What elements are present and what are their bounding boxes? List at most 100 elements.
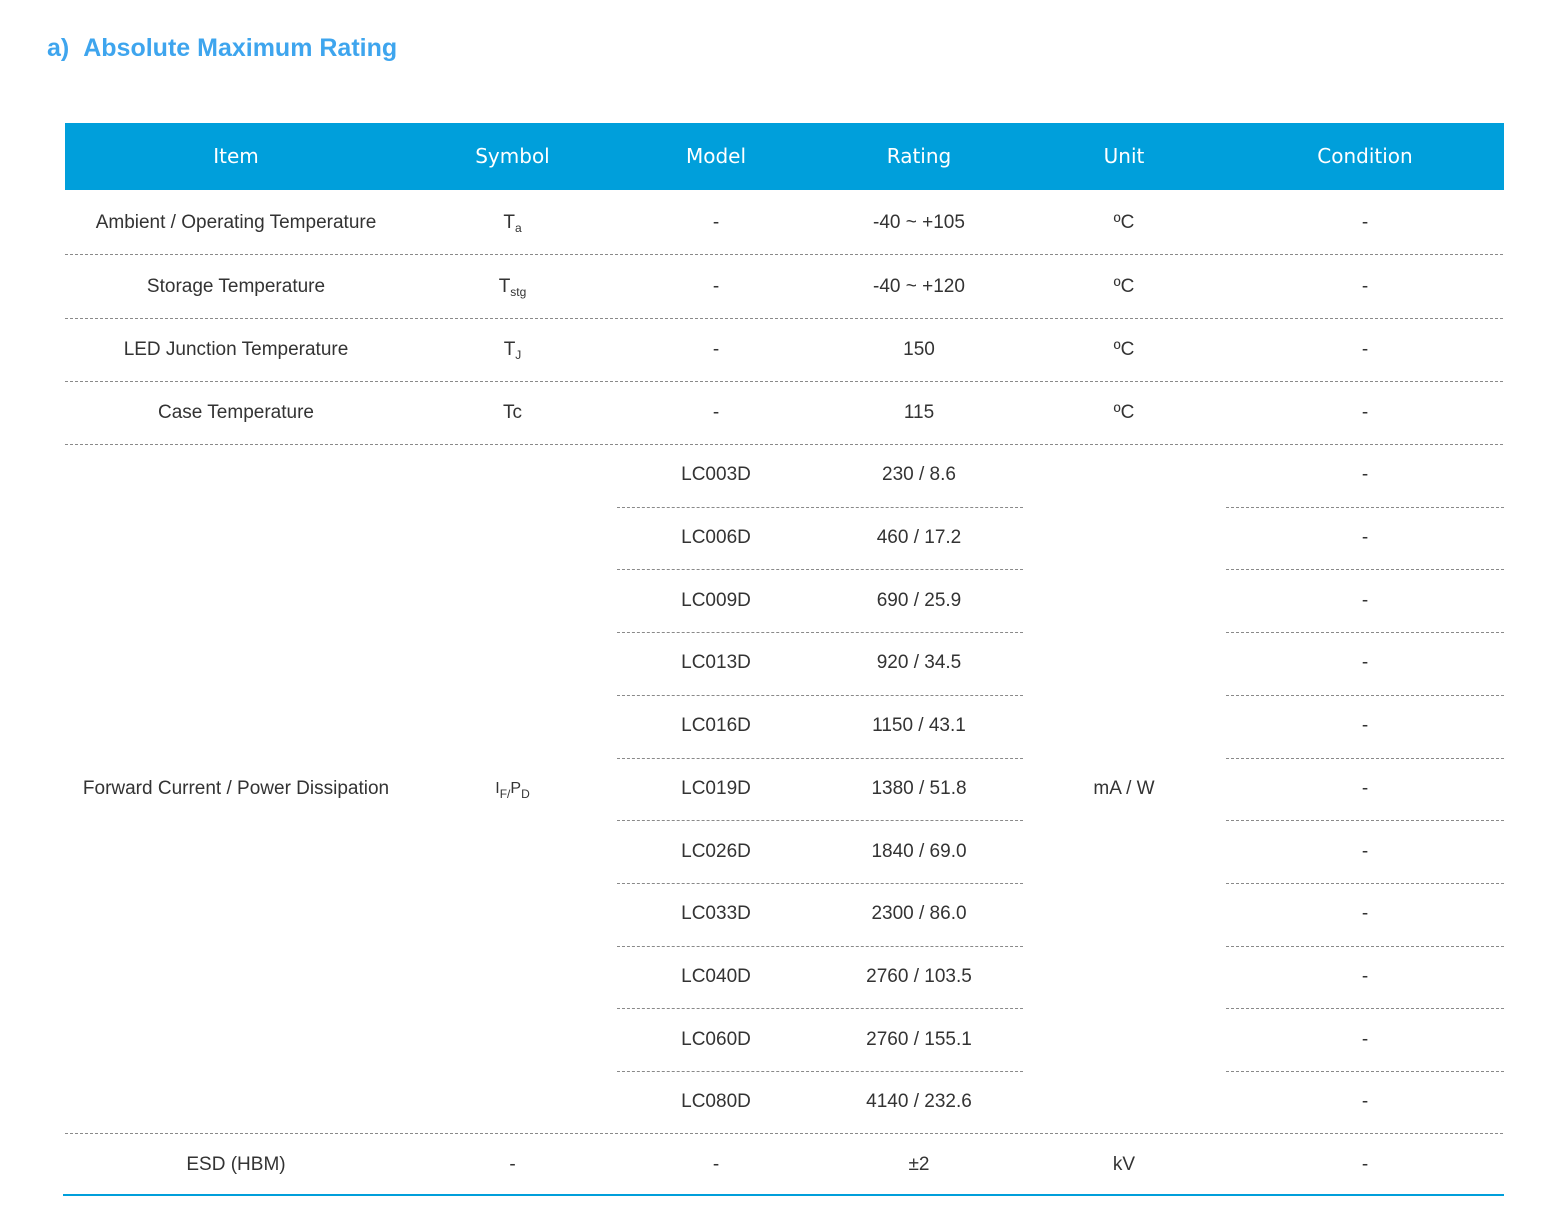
condition-cell: -: [1361, 589, 1369, 611]
rating-cell: 1380 / 51.8: [871, 777, 967, 799]
condition-cell: -: [1361, 401, 1369, 423]
row-divider: [65, 381, 1503, 382]
model-cell: LC040D: [681, 965, 751, 987]
sub-row-divider: [617, 1071, 1023, 1072]
model-cell: LC006D: [681, 527, 751, 549]
unit-cell: ºC: [1113, 338, 1135, 360]
condition-cell: -: [1361, 965, 1369, 987]
forward-unit-cell: mA / W: [1093, 777, 1155, 799]
forward-item-cell: Forward Current / Power Dissipation: [82, 777, 390, 799]
col-header-rating: Rating: [886, 144, 952, 168]
sub-row-divider: [1226, 632, 1504, 633]
condition-cell: -: [1361, 840, 1369, 862]
unit-cell: ºC: [1113, 401, 1135, 423]
condition-cell: -: [1361, 464, 1369, 486]
esd-condition-cell: -: [1361, 1153, 1369, 1175]
symbol-cell: Tc: [407, 381, 618, 444]
symbol-d-subscript: D: [521, 786, 530, 801]
model-cell: LC033D: [681, 903, 751, 925]
model-cell: LC026D: [681, 840, 751, 862]
sub-row-divider: [617, 883, 1023, 884]
condition-cell: -: [1361, 1091, 1369, 1113]
sub-row-divider: [617, 946, 1023, 947]
rating-cell: 4140 / 232.6: [866, 1091, 972, 1113]
rating-cell: 115: [903, 401, 935, 423]
rating-cell: -40 ~ +120: [873, 275, 965, 297]
sub-row-divider: [1226, 946, 1504, 947]
unit-cell: ºC: [1113, 275, 1135, 297]
col-header-item: Item: [213, 144, 259, 168]
condition-cell: -: [1361, 777, 1369, 799]
esd-model-cell: -: [712, 1153, 720, 1175]
symbol-subscript: stg: [510, 284, 527, 299]
model-cell: LC009D: [681, 589, 751, 611]
condition-cell: -: [1361, 527, 1369, 549]
sub-row-divider: [1226, 1008, 1504, 1009]
row-divider: [65, 254, 1503, 255]
rating-cell: 1150 / 43.1: [872, 715, 966, 737]
model-cell: LC003D: [681, 464, 751, 486]
model-cell: LC016D: [681, 715, 751, 737]
rating-cell: -40 ~ +105: [873, 211, 965, 233]
symbol-subscript: a: [514, 220, 522, 235]
item-cell: Ambient / Operating Temperature: [95, 211, 377, 233]
condition-cell: -: [1361, 211, 1369, 233]
unit-cell: ºC: [1113, 211, 1135, 233]
sub-row-divider: [1226, 695, 1504, 696]
esd-symbol-cell: -: [509, 1153, 516, 1175]
model-cell: -: [712, 401, 720, 423]
symbol-subscript: J: [515, 347, 522, 362]
symbol-i: I: [495, 779, 500, 797]
rating-cell: 1840 / 69.0: [871, 840, 967, 862]
sub-row-divider: [617, 507, 1023, 508]
sub-row-divider: [1226, 883, 1504, 884]
condition-cell: -: [1361, 903, 1369, 925]
rating-cell: 460 / 17.2: [876, 527, 962, 549]
model-cell: LC080D: [681, 1091, 751, 1113]
sub-row-divider: [617, 569, 1023, 570]
section-prefix: a): [47, 34, 70, 62]
row-divider: [65, 444, 1503, 445]
condition-cell: -: [1361, 1028, 1369, 1050]
rating-cell: 920 / 34.5: [876, 652, 962, 674]
model-cell: -: [712, 338, 720, 360]
col-header-symbol: Symbol: [475, 144, 550, 168]
rating-cell: 150: [903, 338, 935, 360]
symbol-f-subscript: F: [499, 786, 508, 801]
symbol-main: T: [498, 275, 511, 297]
col-header-model: Model: [685, 144, 747, 168]
symbol-p: P: [510, 779, 522, 797]
rating-cell: 690 / 25.9: [876, 589, 962, 611]
rating-cell: 2300 / 86.0: [871, 903, 967, 925]
table-bottom-rule: [63, 1194, 1504, 1196]
sub-row-divider: [1226, 507, 1504, 508]
table-header: Item Symbol Model Rating Unit Condition: [65, 123, 1504, 190]
sub-row-divider: [1226, 569, 1504, 570]
symbol-separator: /: [507, 786, 511, 801]
item-cell: LED Junction Temperature: [123, 338, 349, 360]
symbol-main: T: [503, 211, 515, 233]
sub-row-divider: [1226, 1071, 1504, 1072]
condition-cell: -: [1361, 715, 1369, 737]
sub-row-divider: [1226, 820, 1504, 821]
sub-row-divider: [617, 758, 1023, 759]
col-header-condition: Condition: [1317, 144, 1413, 168]
row-divider: [65, 318, 1503, 319]
condition-cell: -: [1361, 275, 1369, 297]
sub-row-divider: [617, 820, 1023, 821]
section-heading: a) Absolute Maximum Rating: [47, 34, 397, 63]
esd-rating-cell: ±2: [908, 1153, 930, 1175]
item-cell: Case Temperature: [158, 401, 314, 423]
rating-cell: 2760 / 155.1: [866, 1028, 972, 1050]
model-cell: LC060D: [681, 1028, 751, 1050]
model-cell: LC019D: [681, 777, 751, 799]
row-divider: [65, 1133, 1503, 1134]
condition-cell: -: [1361, 652, 1369, 674]
condition-cell: -: [1361, 338, 1369, 360]
sub-row-divider: [617, 632, 1023, 633]
symbol-main: T: [503, 338, 516, 360]
